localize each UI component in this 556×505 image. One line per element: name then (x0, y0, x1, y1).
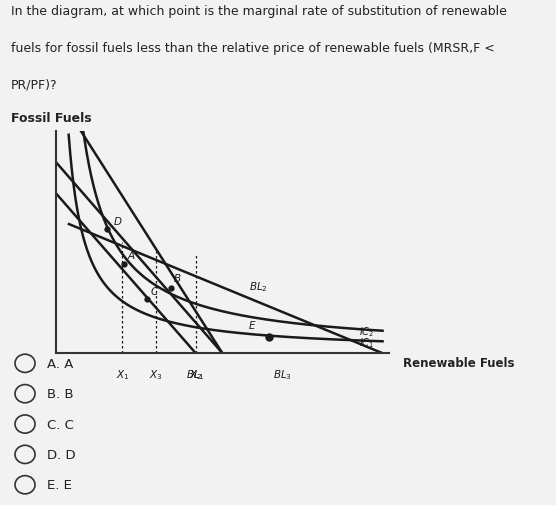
Text: $BL_1$: $BL_1$ (186, 368, 205, 382)
Text: Fossil Fuels: Fossil Fuels (11, 112, 92, 125)
Text: B: B (174, 274, 181, 283)
Text: $BL_3$: $BL_3$ (273, 368, 292, 382)
Text: A: A (127, 250, 135, 260)
Text: $IC_2$: $IC_2$ (359, 324, 374, 338)
Text: B. B: B. B (47, 387, 74, 400)
Text: A. A: A. A (47, 357, 73, 370)
Text: E: E (249, 320, 256, 330)
Text: D: D (114, 217, 122, 227)
Text: $X_3$: $X_3$ (149, 368, 162, 382)
Text: C. C: C. C (47, 418, 74, 431)
Text: C: C (151, 287, 158, 297)
Text: D. D: D. D (47, 448, 76, 461)
Text: PR/PF)?: PR/PF)? (11, 78, 58, 91)
Text: $X_2$: $X_2$ (189, 368, 202, 382)
Text: Renewable Fuels: Renewable Fuels (403, 356, 514, 369)
Text: E. E: E. E (47, 478, 72, 491)
Text: In the diagram, at which point is the marginal rate of substitution of renewable: In the diagram, at which point is the ma… (11, 5, 507, 18)
Text: $X_1$: $X_1$ (116, 368, 129, 382)
Text: $IC_1$: $IC_1$ (359, 336, 375, 350)
Text: $BL_2$: $BL_2$ (249, 280, 268, 294)
Text: fuels for fossil fuels less than the relative price of renewable fuels (MRSR,F <: fuels for fossil fuels less than the rel… (11, 41, 495, 55)
